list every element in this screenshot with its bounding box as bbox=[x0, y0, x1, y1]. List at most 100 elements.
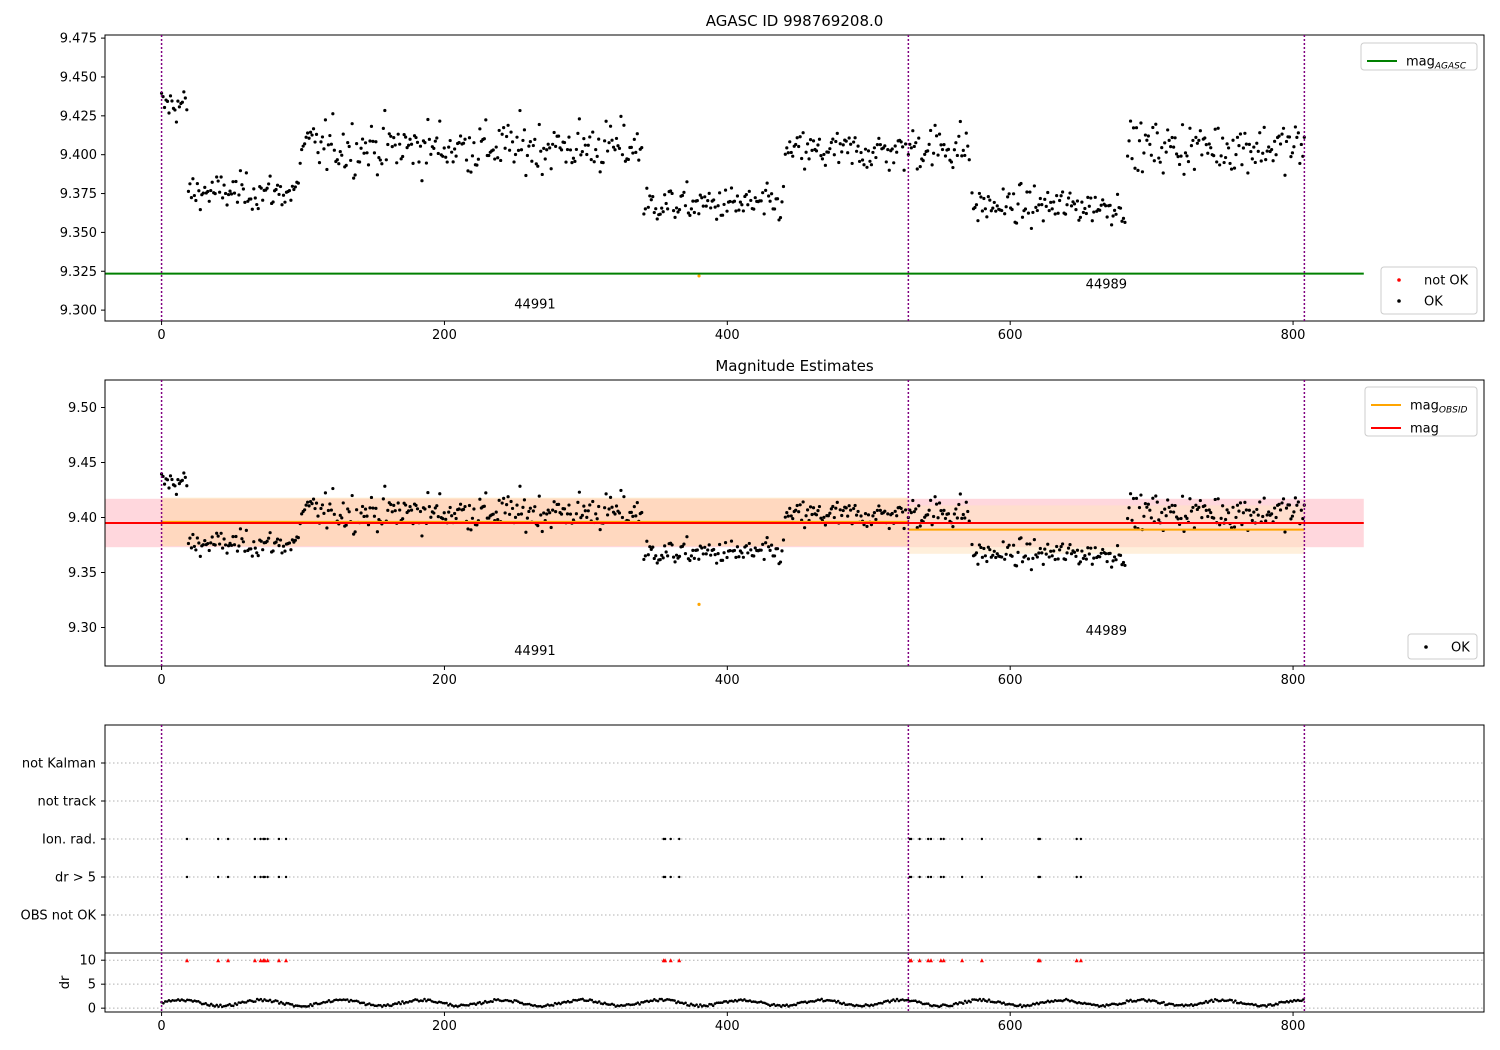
ok-point bbox=[1056, 211, 1060, 215]
flag-point bbox=[939, 837, 943, 841]
dr-point bbox=[483, 999, 487, 1003]
ok-point bbox=[1001, 540, 1005, 544]
ok-point bbox=[275, 537, 280, 541]
flag-point bbox=[678, 837, 681, 841]
ok-point bbox=[917, 136, 921, 140]
ok-point bbox=[469, 170, 473, 174]
ok-point bbox=[986, 545, 990, 549]
ok-point bbox=[496, 518, 500, 522]
ok-point bbox=[706, 548, 710, 552]
ok-point bbox=[1152, 159, 1156, 163]
ok-point bbox=[838, 142, 842, 146]
ok-point bbox=[875, 508, 879, 512]
ok-point bbox=[1058, 548, 1062, 552]
ok-point bbox=[503, 146, 507, 150]
ok-point bbox=[1261, 514, 1265, 519]
ok-point bbox=[746, 203, 750, 207]
ok-point bbox=[567, 135, 571, 139]
dr-point bbox=[469, 1002, 472, 1006]
ok-point bbox=[521, 505, 525, 510]
ok-point bbox=[605, 513, 610, 517]
ok-point bbox=[1301, 154, 1305, 158]
ok-point bbox=[551, 142, 555, 146]
ok-point bbox=[741, 555, 745, 559]
ok-point bbox=[746, 551, 750, 555]
ok-point bbox=[661, 556, 665, 560]
ok-point bbox=[902, 168, 906, 172]
ok-point bbox=[616, 144, 620, 148]
ok-point bbox=[363, 141, 368, 145]
ok-point bbox=[548, 511, 552, 515]
ok-point bbox=[194, 198, 198, 203]
dr-point bbox=[425, 999, 428, 1003]
ok-point bbox=[960, 516, 964, 520]
ok-point bbox=[658, 558, 662, 562]
dr-point bbox=[689, 1002, 693, 1006]
ok-point bbox=[791, 516, 795, 521]
ok-point bbox=[1127, 506, 1131, 510]
ok-point bbox=[769, 192, 774, 196]
flag-point bbox=[1075, 837, 1078, 841]
ok-point bbox=[952, 512, 956, 516]
ok-point bbox=[304, 135, 308, 139]
ok-point bbox=[620, 515, 625, 520]
ok-point bbox=[328, 502, 332, 506]
ok-point bbox=[1255, 141, 1259, 145]
dr-point bbox=[233, 1002, 237, 1005]
y-tick-label: 9.425 bbox=[60, 109, 97, 124]
ok-point bbox=[622, 123, 626, 127]
ok-point bbox=[347, 510, 351, 514]
ok-point bbox=[450, 514, 454, 518]
ok-point bbox=[1108, 203, 1112, 207]
ok-point bbox=[725, 209, 729, 213]
ok-point bbox=[1191, 505, 1195, 510]
dr-point bbox=[581, 997, 584, 1001]
ok-point bbox=[398, 508, 402, 512]
ok-point bbox=[1203, 136, 1207, 140]
ok-point bbox=[704, 204, 708, 208]
dr-point bbox=[198, 1001, 202, 1004]
ok-point bbox=[957, 134, 961, 138]
dr-point bbox=[873, 1002, 877, 1006]
ok-point bbox=[1084, 211, 1088, 216]
ok-point bbox=[595, 517, 599, 521]
ok-point bbox=[1200, 516, 1204, 520]
dr-point bbox=[244, 1001, 248, 1004]
ok-point bbox=[772, 207, 777, 211]
ok-point bbox=[1249, 149, 1253, 154]
ok-point bbox=[1026, 211, 1031, 215]
ok-point bbox=[1229, 167, 1234, 171]
ok-point bbox=[737, 208, 741, 212]
ok-point bbox=[844, 506, 848, 510]
ok-point bbox=[451, 160, 455, 164]
dr-point bbox=[1085, 1002, 1088, 1006]
ok-point bbox=[608, 124, 613, 128]
ok-point bbox=[778, 560, 783, 564]
dr-point bbox=[658, 997, 662, 1001]
ok-point bbox=[674, 206, 679, 210]
ok-point bbox=[1139, 493, 1143, 497]
dr-flag-marker bbox=[938, 958, 943, 963]
ok-point bbox=[1231, 138, 1235, 142]
dr-point bbox=[1096, 1003, 1099, 1007]
legend-marker-label: OK bbox=[1451, 641, 1470, 656]
ok-point bbox=[554, 144, 558, 149]
ok-point bbox=[613, 148, 617, 152]
ok-point bbox=[1219, 154, 1223, 158]
ok-point bbox=[418, 509, 423, 514]
ok-point bbox=[467, 503, 472, 508]
flag-point bbox=[960, 837, 964, 841]
ok-point bbox=[1169, 510, 1173, 514]
dr-point bbox=[925, 1002, 928, 1005]
ok-point bbox=[1010, 207, 1014, 212]
flag-point bbox=[960, 875, 964, 879]
ok-point bbox=[814, 149, 819, 153]
ok-point bbox=[463, 137, 467, 141]
dr-point bbox=[684, 1001, 687, 1005]
ok-point bbox=[591, 130, 595, 134]
dr-point bbox=[956, 1002, 960, 1006]
ok-point bbox=[567, 503, 571, 507]
ok-point bbox=[274, 540, 278, 544]
ok-point bbox=[316, 151, 320, 155]
